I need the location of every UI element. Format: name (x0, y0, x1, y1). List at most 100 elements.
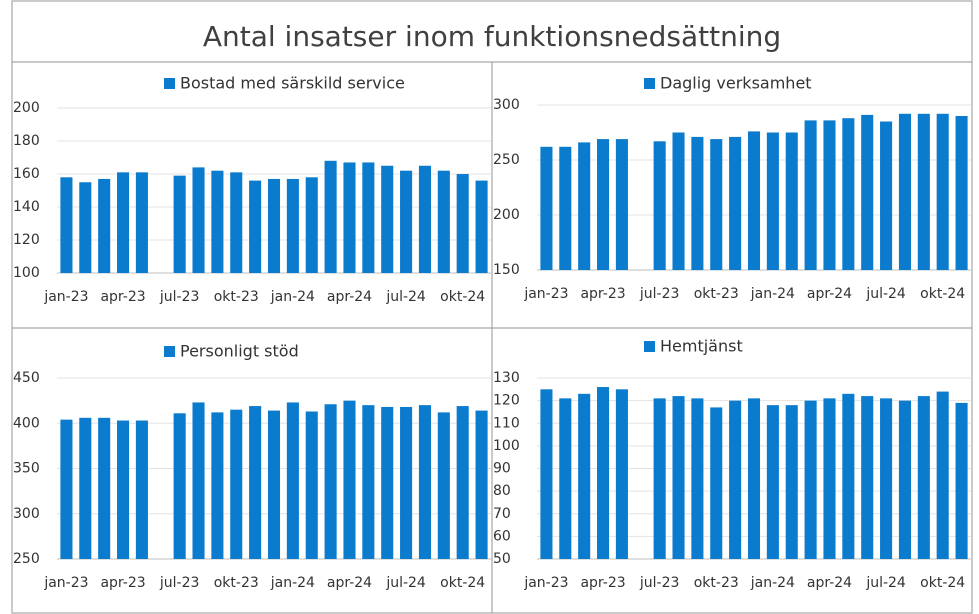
bar (60, 177, 73, 273)
bar (117, 172, 130, 273)
x-tick-label: apr-23 (580, 575, 625, 591)
bar (437, 412, 450, 559)
x-tick-label: jan-24 (750, 575, 795, 591)
x-tick-label: jul-24 (865, 286, 906, 302)
legend-swatch (164, 78, 175, 89)
bar (305, 177, 318, 273)
bar (286, 178, 299, 273)
bar (917, 113, 930, 270)
bar (192, 402, 205, 559)
bar (880, 121, 893, 270)
y-tick-label: 250 (493, 152, 520, 168)
y-tick-label: 140 (13, 199, 40, 215)
bar (578, 393, 591, 559)
x-tick-label: jan-24 (270, 575, 315, 591)
y-tick-label: 160 (13, 166, 40, 182)
bar (615, 389, 628, 559)
y-tick-label: 400 (13, 415, 40, 431)
bar (117, 420, 130, 559)
y-tick-label: 350 (13, 461, 40, 477)
bar (785, 405, 798, 559)
bar (437, 170, 450, 273)
legend-label: Daglig verksamhet (660, 74, 812, 93)
x-tick-label: jan-23 (43, 575, 88, 591)
page-title: Antal insatser inom funktionsnedsättning (203, 20, 781, 53)
x-tick-label: jul-24 (385, 575, 426, 591)
y-tick-label: 50 (493, 551, 511, 567)
bar (211, 412, 224, 559)
bar (173, 413, 186, 559)
legend-swatch (644, 341, 655, 352)
bar (400, 406, 413, 559)
y-tick-label: 250 (13, 551, 40, 567)
bar (456, 406, 469, 559)
x-tick-label: jan-23 (523, 575, 568, 591)
x-tick-label: okt-24 (920, 286, 965, 302)
bar (343, 162, 356, 273)
bar (230, 172, 243, 273)
bar (475, 410, 488, 559)
y-tick-label: 130 (493, 370, 520, 386)
bar (842, 393, 855, 559)
x-tick-label: apr-24 (327, 575, 372, 591)
y-tick-label: 70 (493, 506, 511, 522)
bar (418, 165, 431, 273)
bar (456, 174, 469, 273)
y-tick-label: 80 (493, 483, 511, 499)
x-tick-label: apr-24 (327, 289, 372, 305)
bar (729, 136, 742, 270)
bar (691, 398, 704, 559)
bar (362, 162, 375, 273)
x-tick-label: apr-23 (580, 286, 625, 302)
x-tick-label: jan-23 (523, 286, 568, 302)
bar (286, 402, 299, 559)
legend-label: Hemtjänst (660, 337, 743, 356)
bar (785, 132, 798, 270)
bar (559, 398, 572, 559)
x-tick-label: okt-23 (694, 286, 739, 302)
y-tick-label: 110 (493, 415, 520, 431)
y-tick-label: 150 (493, 262, 520, 278)
bar (267, 410, 281, 559)
bar (917, 396, 930, 559)
bar (135, 172, 148, 273)
x-tick-label: jan-24 (270, 289, 315, 305)
x-tick-label: jul-23 (159, 289, 200, 305)
bar (842, 118, 855, 270)
bar (230, 409, 243, 559)
bar (615, 139, 628, 270)
bar (98, 178, 111, 273)
y-tick-label: 60 (493, 528, 511, 544)
x-tick-label: apr-23 (100, 289, 145, 305)
bar (173, 175, 186, 273)
y-tick-label: 90 (493, 461, 511, 477)
y-tick-label: 100 (13, 265, 40, 281)
legend-swatch (644, 78, 655, 89)
bar (343, 400, 356, 559)
x-tick-label: jul-23 (639, 575, 680, 591)
legend-label: Bostad med särskild service (180, 74, 405, 93)
bar (672, 132, 685, 270)
x-tick-label: jan-24 (750, 286, 795, 302)
x-tick-label: okt-23 (214, 575, 259, 591)
bar (710, 139, 723, 270)
bar (672, 396, 685, 559)
x-tick-label: jul-23 (159, 575, 200, 591)
x-tick-label: jul-24 (385, 289, 426, 305)
bar (192, 167, 205, 273)
bar (710, 407, 723, 559)
bar (362, 405, 375, 559)
bar (653, 398, 666, 559)
bar (729, 400, 742, 559)
bar (898, 113, 911, 270)
bar (400, 170, 413, 273)
x-tick-label: jan-23 (43, 289, 88, 305)
y-tick-label: 100 (493, 438, 520, 454)
y-tick-label: 180 (13, 133, 40, 149)
bar (475, 180, 488, 273)
bar (79, 417, 92, 559)
y-tick-label: 120 (493, 393, 520, 409)
y-tick-label: 300 (493, 97, 520, 113)
bar (898, 400, 911, 559)
